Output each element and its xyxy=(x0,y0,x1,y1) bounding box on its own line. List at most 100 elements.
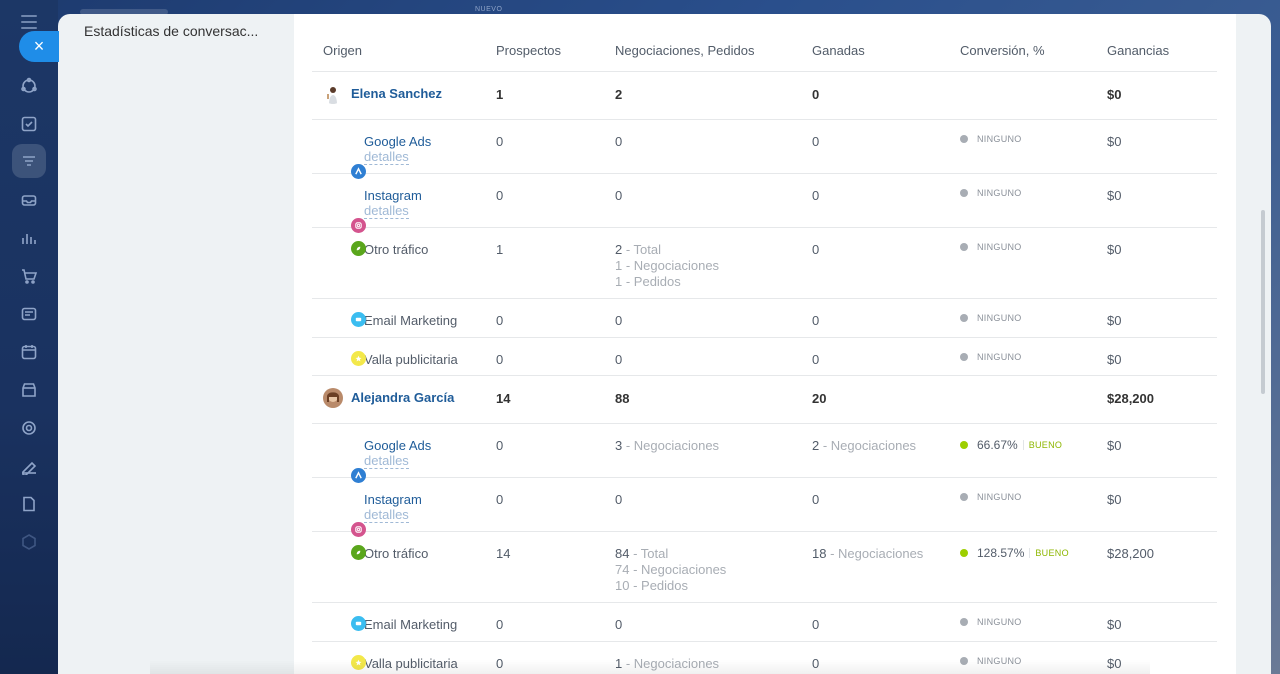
header-earnings: Ganancias xyxy=(1107,14,1217,72)
owner-name-link[interactable]: Elena Sanchez xyxy=(351,86,443,101)
deals-number: 0 xyxy=(615,187,623,203)
details-link[interactable]: detalles xyxy=(364,452,409,469)
target-icon[interactable] xyxy=(17,416,41,440)
source-won: 2 - Negociaciones xyxy=(812,423,960,478)
source-cell: Valla publicitaria xyxy=(312,641,496,674)
source-name-link[interactable]: Google Ads xyxy=(364,437,432,453)
deals-label: - Negociaciones xyxy=(622,655,720,671)
source-name: Valla publicitaria xyxy=(364,655,458,671)
details-link[interactable]: detalles xyxy=(364,202,409,219)
sign-icon[interactable] xyxy=(17,454,41,478)
email-marketing-icon xyxy=(351,615,366,631)
won-label: - Negociaciones xyxy=(819,437,917,453)
source-won: 0 xyxy=(812,602,960,642)
deals-line: 0 xyxy=(615,352,812,368)
owner-conversion xyxy=(960,71,1107,120)
source-name: Otro tráfico xyxy=(364,241,429,257)
crm-funnel-icon[interactable] xyxy=(12,144,46,178)
deals-line: 0 xyxy=(615,617,812,633)
status-badge: NINGUNO xyxy=(977,241,1022,252)
source-prospects: 0 xyxy=(496,298,615,338)
owner-prospects: 14 xyxy=(496,375,615,424)
deals-number: 0 xyxy=(615,491,623,507)
deals-line: 0 xyxy=(615,492,812,508)
owner-prospects: 1 xyxy=(496,71,615,120)
tasks-icon[interactable] xyxy=(17,112,41,136)
source-prospects: 0 xyxy=(496,337,615,376)
source-name: Email Marketing xyxy=(364,616,458,632)
source-conversion: NINGUNO xyxy=(960,602,1107,642)
status-badge: BUENO xyxy=(1035,547,1069,558)
source-earnings-value: $0 xyxy=(1107,241,1122,257)
billboard-icon xyxy=(351,654,366,670)
collab-icon[interactable] xyxy=(17,74,41,98)
header-deals: Negociaciones, Pedidos xyxy=(615,14,812,72)
deals-line: 0 xyxy=(615,313,812,329)
source-prospects: 0 xyxy=(496,641,615,674)
source-name-link[interactable]: Instagram xyxy=(364,491,422,507)
source-cell: Google Ads detalles xyxy=(312,119,496,179)
panel-nav: Estadísticas de conversac... xyxy=(58,14,294,674)
owner-cell: Elena Sanchez xyxy=(312,71,496,120)
source-conversion: NINGUNO xyxy=(960,641,1107,674)
won-number: 0 xyxy=(812,312,820,328)
planner-icon[interactable] xyxy=(17,340,41,364)
owner-earnings: $28,200 xyxy=(1107,375,1217,424)
status-dot xyxy=(960,617,968,626)
source-earnings: $0 xyxy=(1107,337,1217,376)
store-icon[interactable] xyxy=(17,378,41,402)
source-won: 0 xyxy=(812,641,960,674)
source-cell: Otro tráfico xyxy=(312,531,496,603)
analytics-icon[interactable] xyxy=(17,226,41,250)
source-earnings-value: $0 xyxy=(1107,491,1122,507)
source-earnings: $0 xyxy=(1107,423,1217,478)
details-link[interactable]: detalles xyxy=(364,506,409,523)
source-name-link[interactable]: Google Ads xyxy=(364,133,432,149)
source-cell: Valla publicitaria xyxy=(312,337,496,376)
source-earnings-value: $0 xyxy=(1107,616,1122,632)
source-earnings: $0 xyxy=(1107,602,1217,642)
deals-label: - Negociaciones xyxy=(622,257,720,273)
deals-line: 0 xyxy=(615,134,812,150)
deals-label: - Pedidos xyxy=(622,273,681,289)
table-row: Instagram detalles 0 0 0 NINGUNO $0 xyxy=(312,173,1217,233)
source-prospects: 0 xyxy=(496,119,615,174)
owner-conversion xyxy=(960,375,1107,424)
deals-number: 3 xyxy=(615,437,623,453)
document-icon[interactable] xyxy=(17,492,41,516)
source-deals: 1 - Negociaciones xyxy=(615,641,812,674)
owner-earnings-value: $0 xyxy=(1107,86,1122,102)
source-name-link[interactable]: Instagram xyxy=(364,187,422,203)
deals-line: 1 - Negociaciones xyxy=(615,258,812,274)
deals-line: 84 - Total xyxy=(615,546,812,562)
source-cell: Instagram detalles xyxy=(312,173,496,233)
source-earnings: $28,200 xyxy=(1107,531,1217,603)
conversion-percent: 128.57% xyxy=(977,545,1025,560)
won-number: 0 xyxy=(812,655,820,671)
menu-icon[interactable] xyxy=(21,15,37,29)
owner-name-link[interactable]: Alejandra García xyxy=(351,390,455,405)
avatar xyxy=(323,387,343,408)
source-cell: Otro tráfico xyxy=(312,227,496,299)
status-dot xyxy=(960,313,968,322)
box-icon[interactable] xyxy=(17,530,41,554)
source-name: Valla publicitaria xyxy=(364,351,458,367)
source-cell: Google Ads detalles xyxy=(312,423,496,483)
details-link[interactable]: detalles xyxy=(364,148,409,165)
calendar-card-icon[interactable] xyxy=(17,302,41,326)
cart-icon[interactable] xyxy=(17,264,41,288)
other-traffic-icon xyxy=(351,240,366,256)
scrollbar[interactable] xyxy=(1261,210,1265,394)
source-won: 18 - Negociaciones xyxy=(812,531,960,603)
table-row: Otro tráfico 14 84 - Total 74 - Negociacion… xyxy=(312,531,1217,603)
owner-won: 20 xyxy=(812,375,960,424)
nav-item-conversation-stats[interactable]: Estadísticas de conversac... xyxy=(84,23,259,39)
table-row: Google Ads detalles 0 3 - Negociaciones 2 - … xyxy=(312,423,1217,483)
inbox-icon[interactable] xyxy=(17,188,41,212)
status-badge: NINGUNO xyxy=(977,351,1022,362)
status-badge: NINGUNO xyxy=(977,616,1022,627)
close-slider-button[interactable]: × xyxy=(19,31,59,62)
deals-number: 0 xyxy=(615,351,623,367)
slider-panel: Estadísticas de conversac... Origen Pros… xyxy=(58,14,1271,674)
status-dot xyxy=(960,440,968,449)
